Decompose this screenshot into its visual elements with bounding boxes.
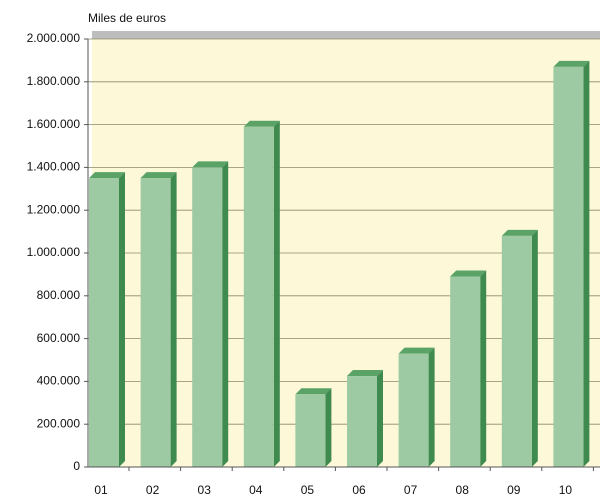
bar-side bbox=[583, 60, 590, 467]
x-tick-label: 05 bbox=[301, 483, 315, 497]
bar-top bbox=[192, 161, 229, 168]
bar-side bbox=[222, 161, 229, 467]
y-tick-label: 600.000 bbox=[37, 331, 81, 345]
y-tick-label: 800.000 bbox=[37, 288, 81, 302]
bar bbox=[553, 66, 584, 467]
bar-top bbox=[450, 270, 487, 277]
y-tick-label: 1.800.000 bbox=[27, 74, 81, 88]
bar-top bbox=[553, 60, 590, 67]
bar bbox=[140, 178, 171, 467]
x-tick-label: 03 bbox=[198, 483, 212, 497]
bar-side bbox=[377, 370, 383, 467]
bar-side bbox=[170, 172, 177, 467]
bar-top bbox=[501, 229, 538, 236]
x-tick-label: 10 bbox=[559, 483, 573, 497]
bar bbox=[501, 235, 532, 467]
x-tick-label: 01 bbox=[94, 483, 108, 497]
y-tick-label: 1.600.000 bbox=[27, 117, 81, 131]
bar-top bbox=[295, 388, 332, 395]
x-tick-label: 04 bbox=[249, 483, 263, 497]
x-tick-label: 07 bbox=[404, 483, 418, 497]
bar-top bbox=[347, 370, 383, 377]
y-tick-label: 2.000.000 bbox=[27, 31, 81, 45]
bar-side bbox=[428, 347, 435, 467]
y-tick-label: 1.200.000 bbox=[27, 202, 81, 216]
x-tick-label: 09 bbox=[507, 483, 521, 497]
wall-top bbox=[92, 31, 600, 39]
x-tick-label: 06 bbox=[352, 483, 366, 497]
bar bbox=[89, 178, 119, 467]
bar bbox=[398, 353, 429, 467]
y-tick-label: 1.000.000 bbox=[27, 245, 81, 259]
bar-side bbox=[273, 120, 280, 468]
x-tick-label: 02 bbox=[146, 483, 160, 497]
bar bbox=[295, 394, 326, 467]
y-tick-label: 200.000 bbox=[37, 416, 81, 430]
bar bbox=[243, 126, 274, 468]
y-tick-label: 1.400.000 bbox=[27, 160, 81, 174]
bar bbox=[347, 376, 377, 467]
bar-top bbox=[89, 172, 125, 179]
bar bbox=[192, 167, 223, 467]
bar-side bbox=[531, 229, 538, 467]
bar-top bbox=[140, 172, 177, 179]
y-tick-label: 0 bbox=[73, 459, 80, 473]
bar-top bbox=[398, 347, 435, 354]
bar-side bbox=[119, 172, 125, 467]
axis-label: Miles de euros bbox=[88, 11, 166, 25]
x-tick-label: 08 bbox=[456, 483, 470, 497]
bar bbox=[450, 276, 481, 467]
bar-side bbox=[325, 388, 332, 467]
bar-side bbox=[480, 270, 487, 467]
bar-top bbox=[243, 120, 280, 127]
y-tick-label: 400.000 bbox=[37, 374, 81, 388]
